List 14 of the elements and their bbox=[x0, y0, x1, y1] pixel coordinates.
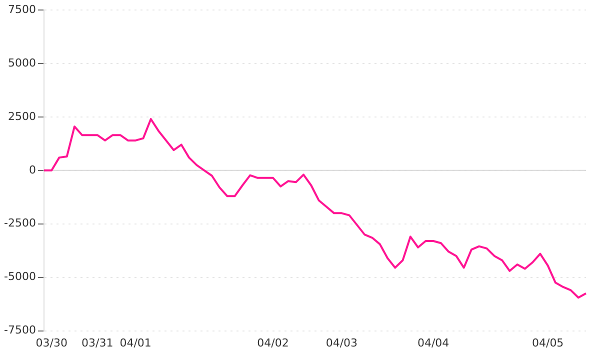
y-tick-label: 7500 bbox=[8, 2, 36, 16]
x-tick-label: 04/04 bbox=[417, 336, 450, 350]
x-tick-label: 04/03 bbox=[326, 336, 358, 350]
y-tick-label: 0 bbox=[28, 163, 36, 176]
x-tick-label: 03/30 bbox=[36, 336, 68, 350]
y-tick-label: -2500 bbox=[4, 216, 36, 230]
y-tick-label: -5000 bbox=[4, 270, 36, 284]
x-tick-label: 04/02 bbox=[257, 336, 289, 350]
y-tick-label: 2500 bbox=[8, 110, 36, 123]
x-tick-label: 03/31 bbox=[82, 336, 114, 350]
y-tick-label: 5000 bbox=[8, 56, 36, 70]
x-tick-label: 04/05 bbox=[532, 336, 564, 350]
x-tick-label: 04/01 bbox=[120, 336, 152, 350]
y-tick-label: -7500 bbox=[4, 324, 36, 337]
